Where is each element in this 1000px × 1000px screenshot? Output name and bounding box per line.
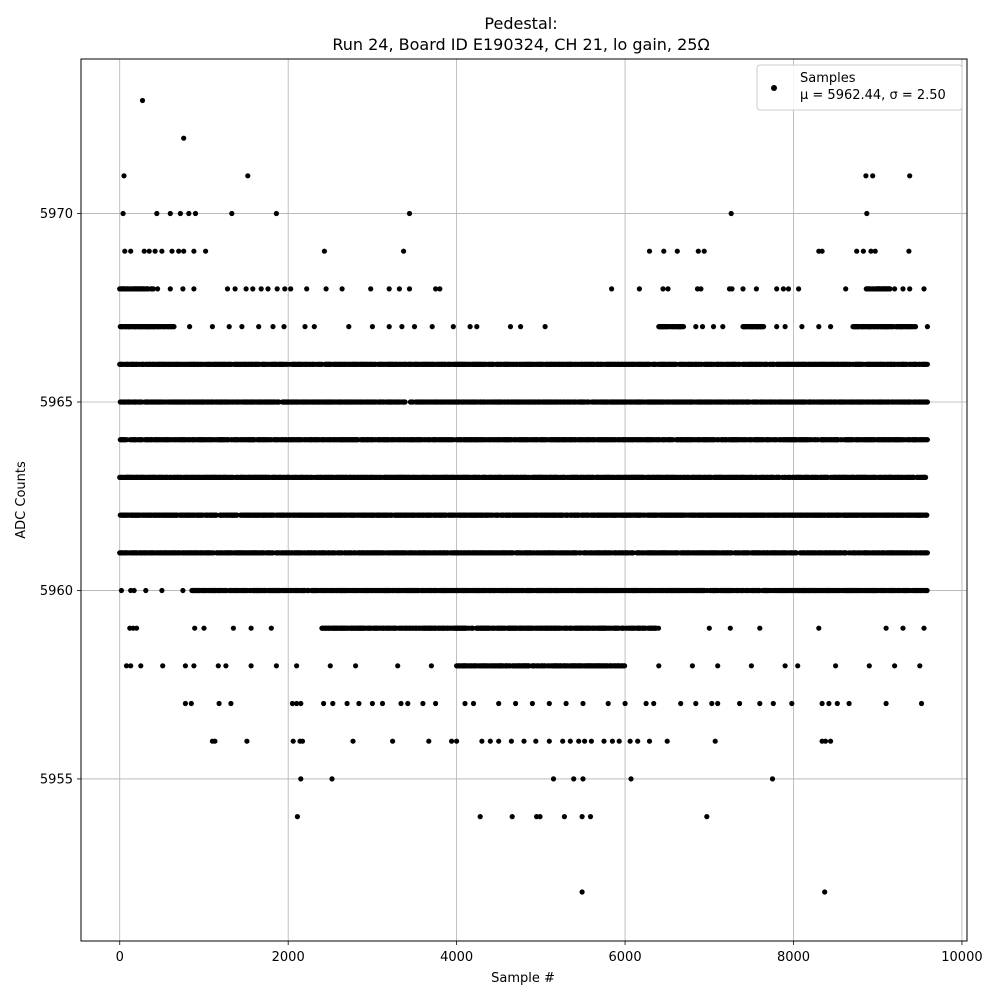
data-point <box>924 550 931 556</box>
grid-lines <box>81 59 967 941</box>
chart-subtitle: Run 24, Board ID E190324, CH 21, lo gain… <box>332 35 709 54</box>
data-point <box>402 399 408 405</box>
data-point <box>793 550 800 556</box>
data-point <box>923 474 929 480</box>
data-point <box>630 550 636 556</box>
data-points <box>117 97 931 895</box>
data-point <box>213 512 219 518</box>
data-point <box>924 512 930 518</box>
chart-title: Pedestal: <box>484 14 557 33</box>
data-point <box>924 437 931 443</box>
